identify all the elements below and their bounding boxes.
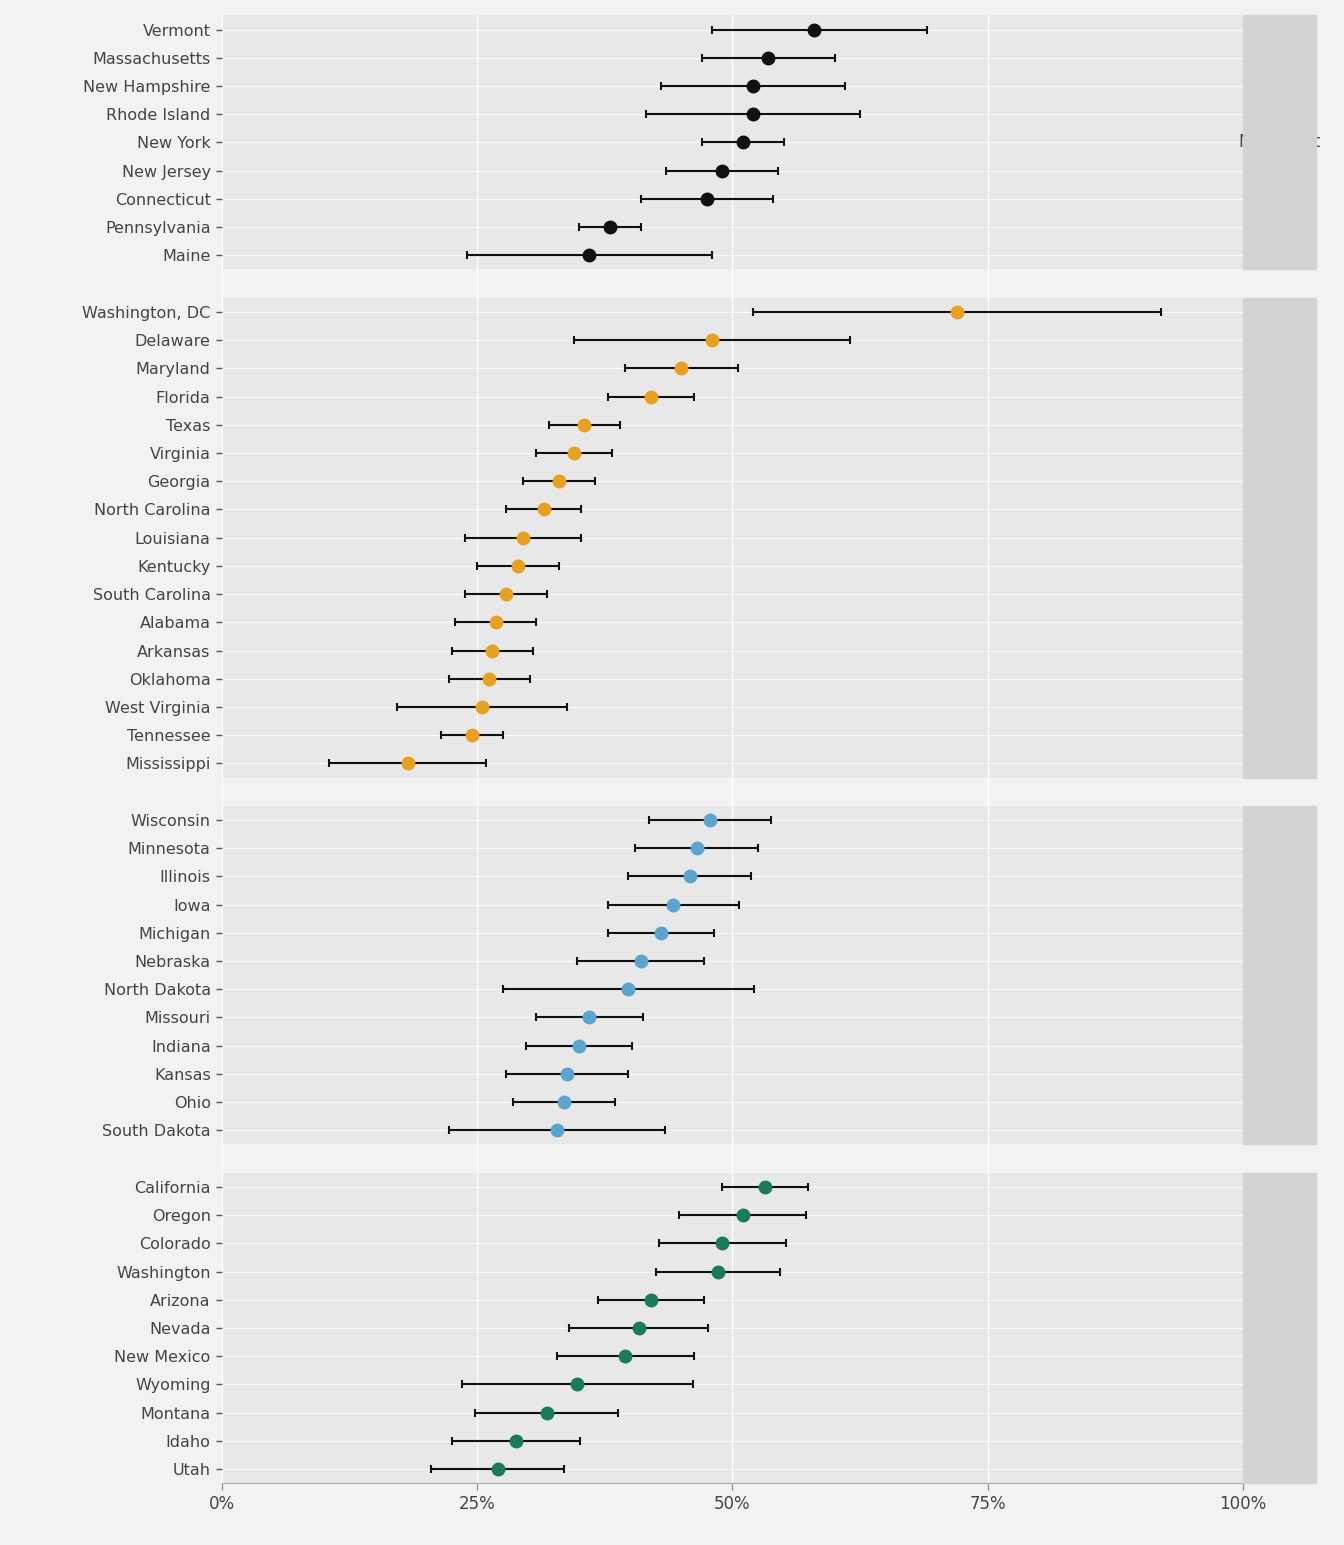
Text: West: West <box>1259 1319 1300 1336</box>
Text: MidWest: MidWest <box>1245 966 1314 984</box>
Text: South: South <box>1255 528 1304 547</box>
Bar <box>222 15 1243 269</box>
Text: NorthEast: NorthEast <box>1238 133 1321 151</box>
Bar <box>222 1173 1243 1483</box>
Bar <box>222 806 1243 1145</box>
Bar <box>222 298 1243 777</box>
